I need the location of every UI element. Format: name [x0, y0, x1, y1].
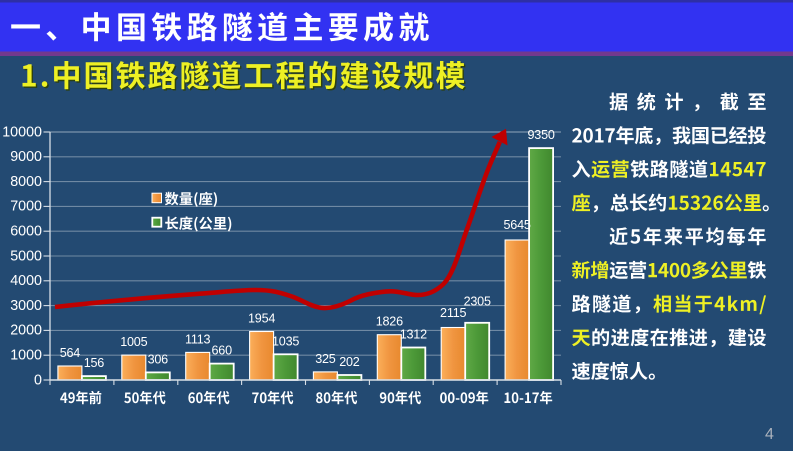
svg-text:202: 202 [339, 355, 360, 369]
svg-text:660: 660 [211, 344, 232, 358]
svg-text:5000: 5000 [10, 248, 42, 264]
svg-text:1113: 1113 [185, 332, 211, 346]
svg-text:306: 306 [148, 352, 169, 366]
svg-text:564: 564 [60, 346, 81, 360]
svg-text:325: 325 [315, 352, 336, 366]
svg-text:0: 0 [34, 372, 42, 388]
svg-text:9000: 9000 [10, 149, 42, 165]
svg-text:2305: 2305 [464, 294, 491, 308]
svg-text:8000: 8000 [10, 174, 42, 190]
svg-text:7000: 7000 [10, 199, 42, 215]
svg-text:1000: 1000 [10, 348, 42, 364]
svg-text:1005: 1005 [120, 335, 147, 349]
svg-text:2000: 2000 [10, 323, 42, 339]
svg-text:4000: 4000 [10, 273, 42, 289]
svg-text:10000: 10000 [2, 124, 42, 140]
svg-text:1954: 1954 [248, 312, 275, 326]
svg-text:1312: 1312 [400, 328, 427, 342]
svg-text:156: 156 [84, 356, 105, 370]
svg-text:4: 4 [765, 426, 774, 443]
svg-text:5645: 5645 [503, 218, 530, 232]
svg-text:9350: 9350 [527, 128, 554, 142]
svg-text:6000: 6000 [10, 224, 42, 240]
svg-text:3000: 3000 [10, 298, 42, 314]
svg-text:1826: 1826 [376, 315, 403, 329]
svg-text:2115: 2115 [440, 306, 466, 320]
svg-text:1035: 1035 [272, 334, 299, 348]
